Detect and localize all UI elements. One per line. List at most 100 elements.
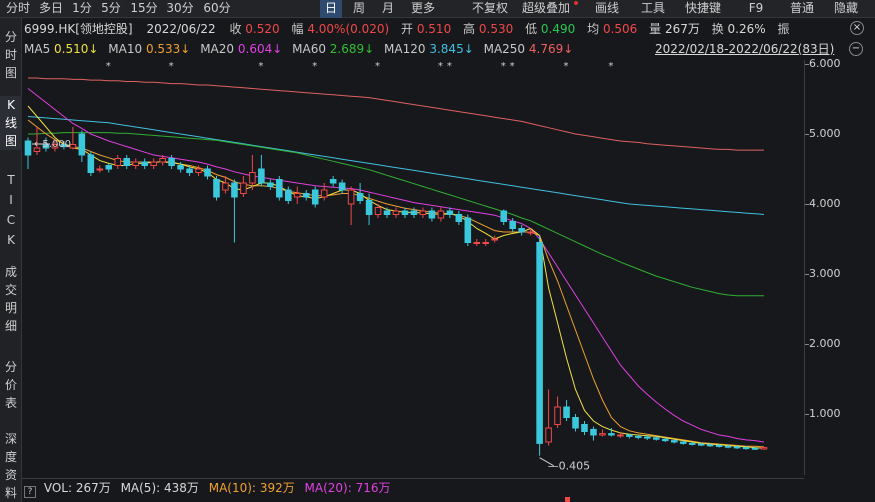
side-tab-3[interactable]: 成交明细	[4, 265, 17, 333]
candlestick-chart[interactable]: * * * * * * * * * * * ←5.000 —0.405	[22, 62, 804, 475]
candle-body	[150, 161, 157, 166]
candle-body	[724, 445, 732, 448]
toolbar-item-7[interactable]: 日	[320, 0, 342, 18]
toolbar-item-10[interactable]: 更多	[410, 1, 435, 15]
stock-code[interactable]: 6999.HK[领地控股]	[24, 22, 133, 36]
amplitude-label: 振	[777, 22, 790, 36]
candle-body	[688, 442, 696, 445]
event-star-icon: *	[447, 62, 452, 72]
low-value: 0.490	[540, 22, 576, 36]
y-tick-label: 4.000	[809, 197, 841, 210]
date-range[interactable]: 2022/02/18-2022/06/22(83日)	[655, 42, 835, 56]
toolbar-item-12[interactable]: 超级叠加	[521, 1, 570, 15]
low-annotation-label: —0.405	[548, 460, 591, 473]
ma120-value: 3.845↓	[429, 42, 474, 56]
candle-body	[653, 437, 660, 440]
candle-body	[545, 427, 552, 443]
minus-icon[interactable]: −	[849, 42, 863, 56]
candle-body	[751, 447, 759, 450]
toolbar-item-13[interactable]: 画线	[594, 1, 619, 15]
event-star-icon: *	[438, 62, 443, 72]
side-tab-4[interactable]: 分价表	[4, 360, 17, 410]
vol-ma10-value: 392万	[259, 481, 295, 495]
ma10-line	[27, 119, 765, 448]
candle-body	[401, 210, 409, 215]
ma60-item: MA60 2.689↓	[292, 42, 374, 56]
candle-body	[500, 210, 507, 222]
candle-body	[105, 165, 113, 170]
candle-body	[293, 193, 301, 198]
candle-body	[644, 436, 651, 439]
candle-body	[697, 443, 705, 446]
candle-body	[249, 172, 256, 184]
toolbar-item-11[interactable]: 不复权	[471, 1, 508, 15]
vol-ma5-value: 438万	[164, 481, 199, 495]
candle-body	[114, 158, 122, 166]
event-star-icon: *	[501, 62, 506, 72]
toolbar-item-6[interactable]: 60分	[203, 1, 231, 15]
ma5-line	[27, 105, 765, 449]
ma60-value: 2.689↓	[329, 42, 375, 56]
toolbar-item-16[interactable]: F9	[748, 1, 764, 15]
ma20-value: 0.604↓	[237, 42, 283, 56]
candle-body	[186, 168, 193, 173]
candle-body	[213, 179, 220, 198]
candle-body	[96, 168, 104, 171]
candle-body	[464, 217, 472, 243]
open-label: 开	[401, 22, 414, 36]
toolbar-item-15[interactable]: 快捷键	[684, 1, 721, 15]
high-value: 0.530	[478, 22, 514, 36]
close-icon[interactable]: ×	[850, 21, 864, 35]
candle-body	[159, 158, 166, 163]
toolbar-item-0[interactable]: 分时	[5, 1, 30, 15]
toolbar-item-9[interactable]: 月	[381, 1, 394, 15]
y-tick-mark	[805, 274, 809, 275]
avg-value: 0.506	[602, 22, 638, 36]
ma250-line	[28, 77, 764, 151]
candle-body	[742, 447, 750, 450]
turnover-label: 换	[711, 22, 724, 36]
help-icon[interactable]: ?	[24, 486, 36, 498]
toolbar-item-2[interactable]: 1分	[72, 1, 92, 15]
vol-value: 267万	[664, 22, 700, 36]
candle-body	[329, 179, 337, 184]
side-tab-0[interactable]: 分时图	[4, 30, 17, 80]
quote-row: 6999.HK[领地控股] 2022/06/22 收 0.520 幅 4.00%…	[24, 20, 790, 38]
candle-body	[311, 189, 319, 205]
candle-body	[760, 447, 768, 450]
candle-body	[482, 242, 490, 244]
y-tick-mark	[805, 134, 809, 135]
ma120-item: MA120 3.845↓	[384, 42, 474, 56]
high-annotation-label: ←5.000	[34, 139, 71, 150]
toolbar-item-8[interactable]: 周	[352, 1, 365, 15]
vol-label: 量	[649, 22, 662, 36]
candle-body	[679, 441, 687, 444]
volume-row: ? VOL: 267万 MA(5): 438万 MA(10): 392万 MA(…	[22, 478, 804, 498]
close-value: 0.520	[245, 22, 280, 36]
candle-body	[706, 444, 714, 447]
toolbar-item-1[interactable]: 多日	[38, 1, 63, 15]
candle-body	[24, 140, 32, 156]
event-star-icon: *	[169, 62, 174, 72]
y-tick-label: 2.000	[809, 337, 841, 350]
y-tick-mark	[805, 204, 809, 205]
side-tab-5[interactable]: 深度资料	[4, 432, 17, 500]
event-star-icon: *	[510, 62, 515, 72]
candle-body	[365, 200, 373, 215]
candle-body	[518, 228, 525, 233]
toolbar-item-4[interactable]: 15分	[130, 1, 158, 15]
ma20-label: MA20	[200, 42, 235, 56]
toolbar-item-17[interactable]: 普通	[789, 1, 814, 15]
ma10-value: 0.533↓	[145, 42, 191, 56]
open-value: 0.510	[416, 22, 452, 36]
ma120-label: MA120	[384, 42, 426, 56]
ma60-line	[28, 132, 764, 297]
toolbar-item-3[interactable]: 5分	[101, 1, 121, 15]
toolbar-item-18[interactable]: 隐藏	[833, 1, 858, 15]
candle-body	[222, 182, 229, 191]
candle-body	[69, 144, 77, 149]
toolbar-item-5[interactable]: 30分	[166, 1, 194, 15]
toolbar-item-14[interactable]: 工具	[640, 1, 665, 15]
